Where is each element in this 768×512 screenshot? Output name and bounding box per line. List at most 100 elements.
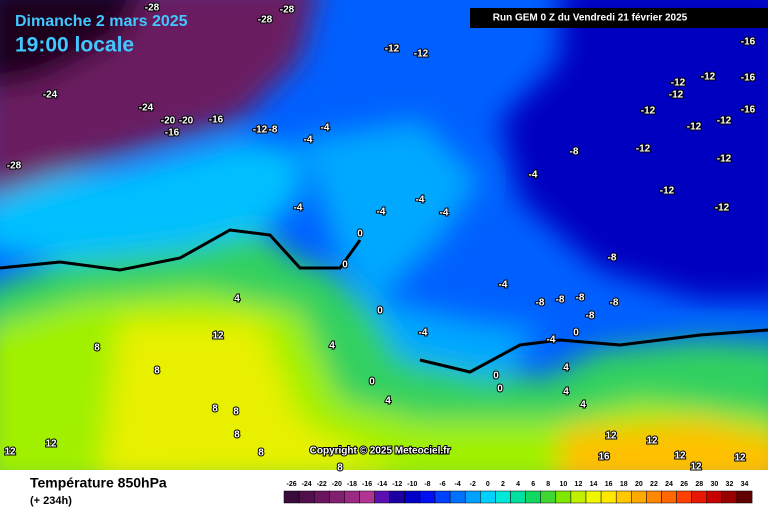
isotherm-label: 0: [369, 377, 375, 388]
isotherm-label: 0: [342, 260, 348, 271]
scale-label: -20: [332, 481, 342, 488]
temperature-field: [0, 0, 768, 470]
isotherm-label: -12: [385, 44, 400, 55]
scale-swatch: [585, 490, 602, 504]
scale-swatch: [344, 490, 360, 504]
isotherm-label: -4: [321, 123, 330, 134]
isotherm-label: -12: [701, 72, 716, 83]
isotherm-label: -4: [499, 280, 508, 291]
isotherm-label: -4: [377, 207, 386, 218]
isotherm-label: 4: [385, 396, 391, 407]
isotherm-label: -12: [687, 122, 702, 133]
isotherm-label: -16: [741, 105, 756, 116]
scale-label: 12: [575, 481, 583, 488]
scale-label: 24: [665, 481, 673, 488]
isotherm-label: 8: [337, 463, 343, 474]
date: Dimanche 2 mars 2025: [15, 13, 188, 30]
isotherm-label: 8: [258, 448, 264, 459]
scale-label: -12: [392, 481, 402, 488]
scale-label: 6: [531, 481, 535, 488]
isotherm-label: -24: [139, 103, 154, 114]
isotherm-label: -4: [304, 135, 313, 146]
isotherm-label: -16: [165, 128, 180, 139]
isotherm-label: -16: [741, 37, 756, 48]
scale-swatch: [434, 490, 451, 504]
isotherm-label: -8: [536, 298, 545, 309]
isotherm-label: -16: [741, 73, 756, 84]
scale-label: -14: [377, 481, 387, 488]
scale-label: 4: [516, 481, 520, 488]
scale-label: -24: [302, 481, 312, 488]
scale-swatch: [540, 490, 557, 504]
isotherm-label: 0: [497, 384, 503, 395]
scale-swatch: [615, 490, 632, 504]
isotherm-label: 8: [212, 404, 218, 415]
isotherm-label: 8: [94, 343, 100, 354]
scale-swatch: [570, 490, 587, 504]
isotherm-label: 12: [690, 462, 702, 473]
time: 19:00 locale: [15, 34, 134, 57]
scale-swatch: [736, 490, 753, 504]
isotherm-label: -4: [294, 203, 303, 214]
scale-swatch: [600, 490, 617, 504]
isotherm-label: -8: [586, 311, 595, 322]
scale-label: -10: [407, 481, 417, 488]
scale-swatch: [464, 490, 481, 504]
scale-label: -2: [470, 481, 476, 488]
scale-label: 30: [710, 481, 718, 488]
scale-swatch: [555, 490, 572, 504]
scale-swatch: [495, 490, 511, 504]
scale-swatch: [661, 490, 677, 504]
scale-swatch: [419, 490, 436, 504]
isotherm-label: 0: [493, 371, 499, 382]
scale-label: 34: [741, 481, 749, 488]
isotherm-label: 8: [234, 430, 240, 441]
isotherm-label: -28: [145, 3, 160, 14]
scale-swatch: [313, 490, 330, 504]
isotherm-label: -8: [610, 298, 619, 309]
isotherm-label: 4: [580, 400, 586, 411]
scale-label: 0: [486, 481, 490, 488]
scale-swatch: [510, 490, 526, 504]
scale-label: 8: [546, 481, 550, 488]
scale-swatch: [449, 490, 466, 504]
isotherm-label: 0: [573, 328, 579, 339]
isotherm-label: -12: [669, 90, 684, 101]
isotherm-label: -12: [717, 154, 732, 165]
scale-swatch: [329, 490, 345, 504]
scale-swatch: [359, 490, 375, 504]
lead-time: (+ 234h): [30, 495, 72, 507]
isotherm-label: 12: [212, 331, 224, 342]
isotherm-label: -8: [556, 295, 565, 306]
scale-label: 14: [590, 481, 598, 488]
isotherm-label: -24: [43, 90, 58, 101]
scale-label: 16: [605, 481, 613, 488]
scale-swatch: [646, 490, 662, 504]
isotherm-label: -4: [440, 208, 449, 219]
run-info: Run GEM 0 Z du Vendredi 21 février 2025: [493, 13, 688, 24]
scale-label: 22: [650, 481, 658, 488]
isotherm-label: 16: [598, 452, 610, 463]
isotherm-label: -28: [258, 15, 273, 26]
scale-label: -26: [286, 481, 296, 488]
isotherm-label: 12: [605, 431, 617, 442]
isotherm-label: -28: [280, 5, 295, 16]
scale-label: 28: [695, 481, 703, 488]
isotherm-label: 12: [646, 436, 658, 447]
isotherm-label: -8: [608, 253, 617, 264]
scale-swatch: [374, 490, 390, 504]
isotherm-label: -12: [414, 49, 429, 60]
isotherm-label: -28: [7, 161, 22, 172]
isotherm-label: 4: [329, 341, 335, 352]
isotherm-label: 0: [377, 306, 383, 317]
isotherm-label: -12: [671, 78, 686, 89]
scale-swatch: [721, 490, 738, 504]
isotherm-label: 8: [233, 407, 239, 418]
isotherm-label: -4: [416, 195, 425, 206]
scale-swatch: [389, 490, 406, 504]
isotherm-label: 12: [45, 439, 57, 450]
isotherm-label: -12: [636, 144, 651, 155]
scale-label: -6: [439, 481, 445, 488]
scale-label: -8: [424, 481, 430, 488]
isotherm-label: 12: [4, 447, 16, 458]
